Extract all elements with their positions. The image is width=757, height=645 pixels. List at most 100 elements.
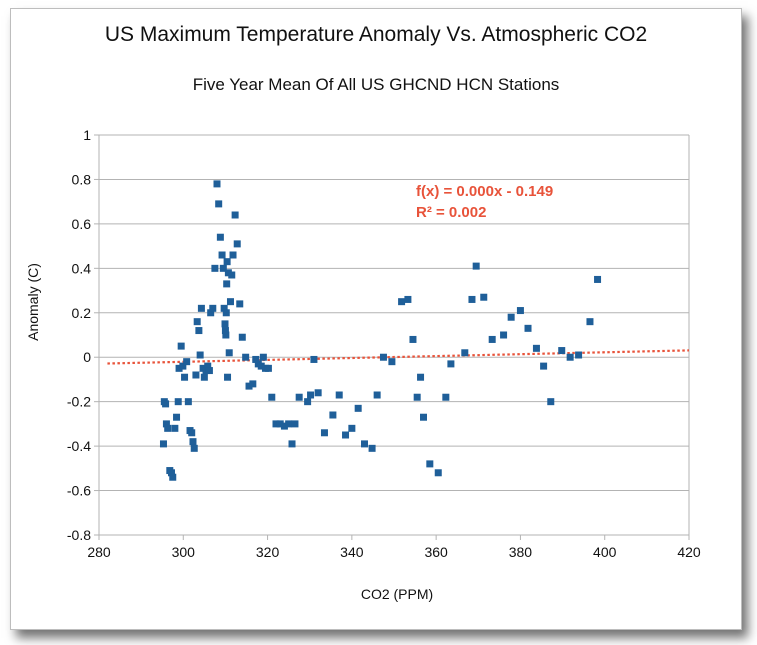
data-point bbox=[447, 360, 455, 368]
data-point bbox=[532, 344, 540, 352]
data-points bbox=[159, 180, 602, 481]
data-point bbox=[173, 413, 181, 421]
chart-title: US Maximum Temperature Anomaly Vs. Atmos… bbox=[104, 23, 648, 46]
y-tick-label: 0.4 bbox=[72, 260, 92, 276]
y-tick-label: 0.8 bbox=[72, 171, 92, 187]
data-point bbox=[257, 362, 265, 370]
data-point bbox=[209, 304, 217, 312]
data-point bbox=[314, 389, 322, 397]
data-point bbox=[197, 304, 205, 312]
data-point bbox=[500, 331, 508, 339]
data-point bbox=[162, 420, 170, 428]
data-point bbox=[218, 251, 226, 259]
data-point bbox=[233, 240, 241, 248]
data-point bbox=[238, 333, 246, 341]
data-point bbox=[225, 349, 233, 357]
data-point bbox=[175, 364, 183, 372]
data-point bbox=[162, 400, 170, 408]
data-point bbox=[586, 318, 594, 326]
x-tick-label: 420 bbox=[677, 544, 701, 560]
x-tick-label: 340 bbox=[340, 544, 364, 560]
data-point bbox=[188, 429, 196, 437]
data-point bbox=[192, 371, 200, 379]
data-point bbox=[404, 295, 412, 303]
axes bbox=[94, 134, 690, 540]
data-point bbox=[461, 349, 469, 357]
data-point bbox=[222, 309, 230, 317]
data-point bbox=[236, 300, 244, 308]
x-tick-label: 400 bbox=[593, 544, 617, 560]
data-point bbox=[507, 313, 515, 321]
chart-subtitle: Five Year Mean Of All US GHCND HCN Stati… bbox=[192, 75, 560, 94]
data-point bbox=[211, 264, 219, 272]
data-point bbox=[329, 411, 337, 419]
data-point bbox=[307, 391, 315, 399]
data-point bbox=[291, 420, 299, 428]
data-point bbox=[223, 258, 231, 266]
data-point bbox=[226, 298, 234, 306]
y-tick-label: -0.2 bbox=[67, 394, 91, 410]
data-point bbox=[558, 347, 566, 355]
data-point bbox=[200, 373, 208, 381]
y-tick-label: 1 bbox=[83, 127, 91, 143]
data-point bbox=[159, 440, 167, 448]
data-point bbox=[373, 391, 381, 399]
data-point bbox=[204, 362, 212, 370]
data-point bbox=[167, 469, 175, 477]
y-tick-label: -0.4 bbox=[67, 438, 91, 454]
data-point bbox=[245, 382, 253, 390]
data-point bbox=[368, 444, 376, 452]
data-point bbox=[566, 353, 574, 361]
data-point bbox=[229, 251, 237, 259]
data-point bbox=[177, 342, 185, 350]
chart-frame: US Maximum Temperature Anomaly Vs. Atmos… bbox=[10, 8, 742, 630]
trendline-r-squared: R² = 0.002 bbox=[416, 204, 486, 221]
data-point bbox=[216, 233, 224, 241]
data-point bbox=[174, 398, 182, 406]
data-point bbox=[379, 353, 387, 361]
data-point bbox=[335, 391, 343, 399]
data-point bbox=[179, 362, 187, 370]
data-point bbox=[348, 424, 356, 432]
data-point bbox=[196, 351, 204, 359]
data-point bbox=[547, 398, 555, 406]
data-point bbox=[221, 327, 229, 335]
data-point bbox=[361, 440, 368, 448]
data-point bbox=[219, 264, 227, 272]
data-point bbox=[304, 398, 312, 406]
data-point bbox=[575, 351, 583, 359]
data-point bbox=[223, 280, 231, 288]
data-point bbox=[388, 358, 396, 366]
trendline bbox=[107, 349, 690, 365]
x-tick-label: 320 bbox=[256, 544, 280, 560]
gridlines bbox=[99, 134, 689, 536]
data-point bbox=[193, 318, 201, 326]
data-point bbox=[264, 364, 272, 372]
data-point bbox=[426, 460, 434, 468]
data-point bbox=[472, 262, 480, 270]
data-point bbox=[524, 324, 532, 332]
data-point bbox=[409, 335, 417, 343]
data-point bbox=[594, 275, 602, 283]
y-tick-label: 0 bbox=[83, 349, 91, 365]
data-point bbox=[480, 293, 488, 301]
data-point bbox=[231, 211, 239, 219]
data-point bbox=[288, 440, 296, 448]
y-tick-label: -0.8 bbox=[67, 527, 91, 543]
data-point bbox=[242, 353, 250, 361]
data-point bbox=[420, 413, 427, 421]
data-point bbox=[195, 327, 203, 335]
data-point bbox=[320, 429, 328, 437]
data-point bbox=[184, 398, 192, 406]
data-point bbox=[228, 271, 236, 279]
data-point bbox=[259, 353, 267, 361]
data-point bbox=[169, 473, 177, 481]
data-point bbox=[398, 298, 406, 306]
data-point bbox=[164, 424, 172, 432]
y-tick-label: -0.6 bbox=[67, 483, 91, 499]
data-point bbox=[249, 380, 257, 388]
x-tick-label: 380 bbox=[509, 544, 533, 560]
data-point bbox=[220, 304, 228, 312]
data-point bbox=[224, 373, 232, 381]
data-point bbox=[488, 335, 496, 343]
